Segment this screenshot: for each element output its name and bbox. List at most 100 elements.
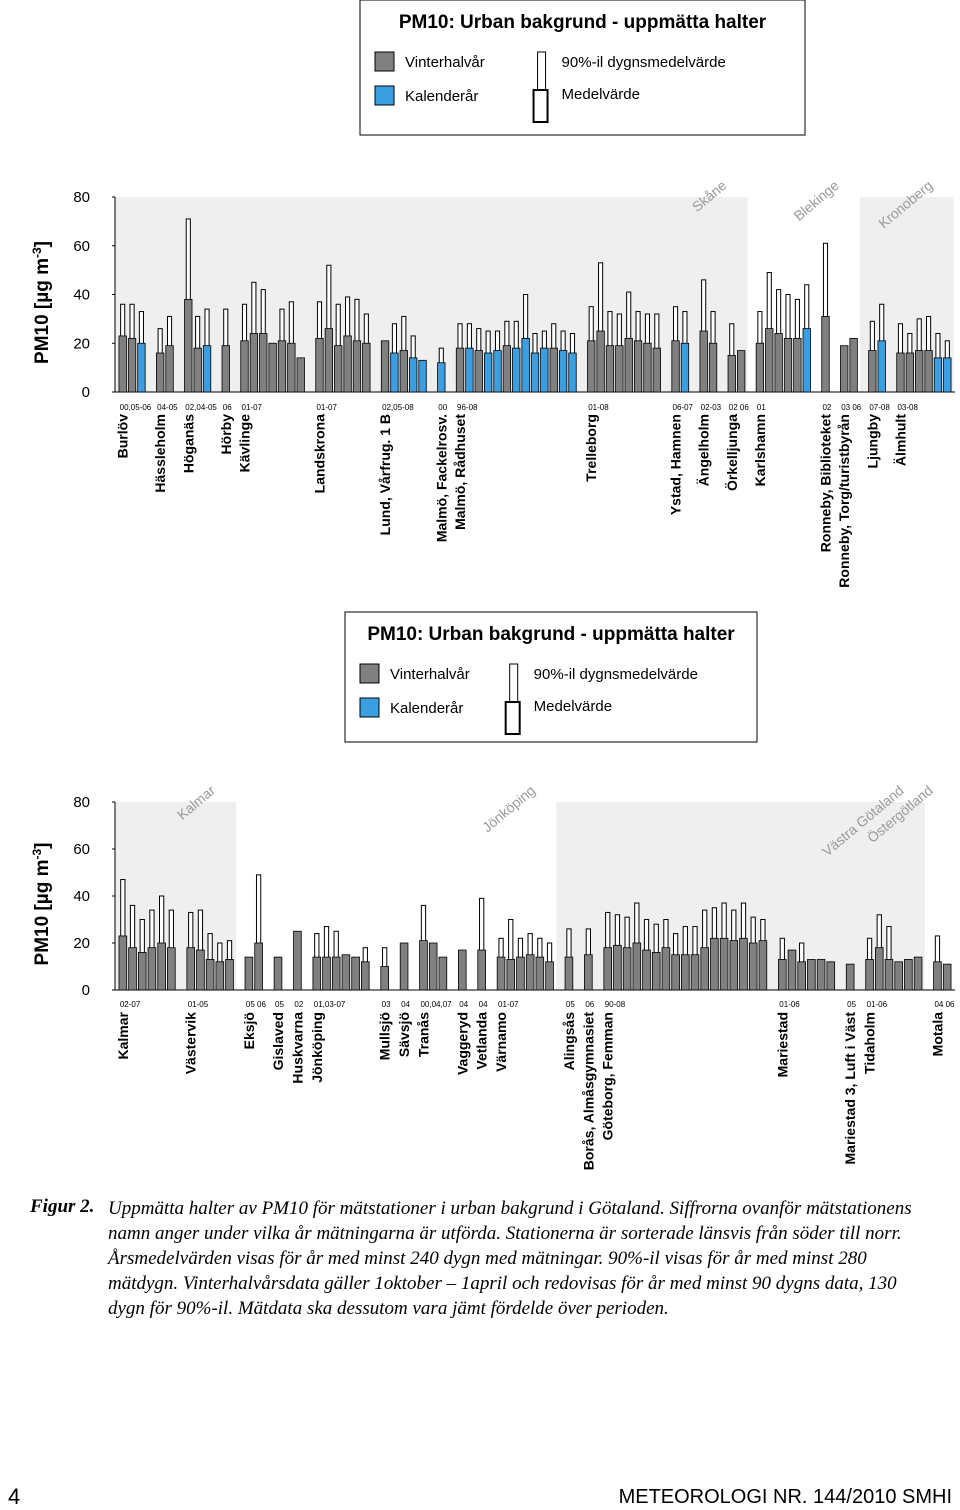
y-tick-label: 20 (73, 335, 90, 352)
mean-bar (128, 947, 137, 991)
station-name: Älmhult (892, 414, 908, 466)
mean-bar (186, 947, 196, 991)
legend-mean-icon (532, 89, 549, 123)
mean-bar (202, 345, 212, 393)
station-name: Lund, Vårfrug. 1 B (377, 414, 393, 535)
mean-bar (296, 357, 305, 393)
station-years: 05 (847, 1000, 856, 1009)
station-name: Tranås (415, 1012, 431, 1057)
mean-bar (739, 937, 748, 991)
mean-bar (496, 956, 506, 991)
legend-mean-label: Medelvärde (562, 86, 640, 103)
mean-bar (137, 342, 146, 393)
station-years: 00,05-06 (120, 403, 152, 412)
mean-bar (877, 340, 886, 393)
station-name: Karlshamn (752, 414, 768, 486)
mean-bar (322, 956, 331, 991)
y-tick-label: 60 (73, 841, 90, 858)
mean-bar (584, 954, 593, 991)
station-name: Kalmar (115, 1011, 131, 1059)
station-years: 02 06 (729, 403, 750, 412)
mean-bar (474, 350, 483, 393)
station-years: 04 06 (934, 1000, 955, 1009)
mean-bar (535, 956, 545, 991)
mean-bar (802, 328, 811, 393)
legend-box (344, 611, 758, 743)
mean-bar (127, 337, 137, 393)
station-years: 05 (275, 1000, 284, 1009)
mean-bar (924, 350, 933, 393)
station-name: Göteborg, Femman (600, 1012, 616, 1140)
mean-bar (633, 340, 643, 393)
mean-bar (545, 961, 554, 991)
mean-bar (894, 961, 903, 991)
mean-bar (652, 347, 661, 393)
station-years: 01-06 (779, 1000, 800, 1009)
station-years: 02,04-05 (185, 403, 217, 412)
mean-bar (273, 956, 283, 991)
mean-bar (632, 942, 642, 991)
station-name: Kävlinge (237, 414, 253, 473)
station-years: 06 (585, 1000, 594, 1009)
mean-bar (157, 942, 166, 991)
mean-bar (845, 963, 855, 991)
legend-label: Kalenderår (390, 700, 463, 717)
mean-bar (793, 337, 802, 393)
station-name: Malmö, Fackelrosv. (433, 414, 449, 542)
mean-bar (502, 345, 512, 393)
station-name: Höganäs (180, 414, 196, 473)
mean-bar (521, 337, 530, 393)
station-name: Vaggeryd (454, 1012, 470, 1075)
mean-bar (156, 352, 165, 393)
mean-bar (587, 340, 596, 393)
station-years: 01-07 (242, 403, 263, 412)
mean-bar (816, 959, 826, 991)
mean-bar (506, 959, 516, 991)
mean-bar (933, 961, 942, 991)
mean-bar (758, 940, 768, 991)
caption-text: Uppmätta halter av PM10 för mätstationer… (108, 1198, 912, 1319)
mean-bar (240, 340, 249, 393)
mean-bar (942, 963, 952, 991)
mean-bar (351, 956, 360, 991)
mean-bar (710, 937, 719, 991)
mean-bar (896, 352, 905, 393)
mean-bar (671, 340, 680, 393)
station-years: 03 (382, 1000, 391, 1009)
legend-label: Vinterhalvår (405, 54, 485, 71)
station-years: 00 (438, 403, 447, 412)
mean-bar (807, 959, 816, 991)
station-years: 07-08 (869, 403, 890, 412)
mean-bar (874, 947, 884, 991)
y-tick-label: 60 (73, 238, 90, 255)
station-name: Eksjö (241, 1012, 257, 1049)
mean-bar (341, 954, 351, 991)
mean-bar (293, 930, 302, 991)
mean-bar (343, 335, 352, 393)
mean-bar (699, 330, 708, 393)
mean-bar (165, 345, 174, 393)
station-name: Mariestad (774, 1012, 790, 1077)
mean-bar (884, 959, 894, 991)
mean-bar (516, 956, 525, 991)
station-years: 04-05 (157, 403, 178, 412)
station-years: 03-08 (897, 403, 918, 412)
y-tick-label: 0 (82, 982, 90, 999)
mean-bar (651, 952, 661, 991)
mean-bar (778, 959, 787, 991)
legend-swatch (359, 663, 380, 684)
mean-bar (729, 940, 739, 991)
legend-swatch (374, 85, 395, 106)
mean-bar (418, 359, 427, 393)
station-years: 96-08 (457, 403, 478, 412)
station-name: Borås, Almåsgymnasiet (580, 1012, 596, 1171)
mean-bar (118, 335, 127, 393)
y-axis-label: PM10 [µg m-3] (30, 241, 53, 364)
mean-bar (719, 937, 729, 991)
mean-bar (205, 959, 215, 991)
mean-bar (277, 340, 287, 393)
mean-bar (118, 935, 128, 991)
station-name: Jönköping (309, 1012, 325, 1083)
legend-mean-label: Medelvärde (534, 698, 612, 715)
mean-bar (737, 350, 746, 393)
